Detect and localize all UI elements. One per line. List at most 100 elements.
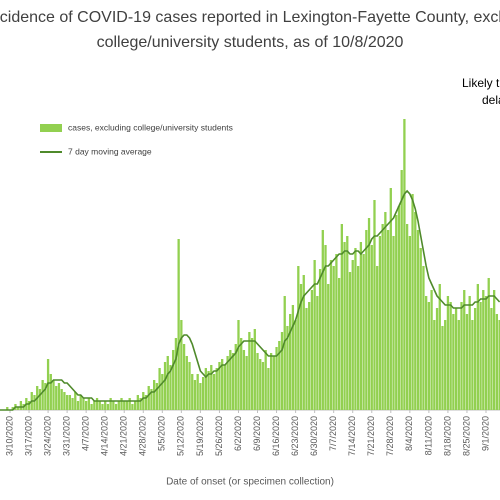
bar <box>473 308 477 410</box>
bar <box>44 383 47 410</box>
bar <box>359 242 363 410</box>
bar <box>280 332 284 410</box>
bar <box>425 296 428 410</box>
x-tick-label: 9/1/2020 <box>480 416 490 451</box>
bar <box>242 350 246 410</box>
bar <box>337 278 341 410</box>
x-tick-label: 6/16/2020 <box>271 416 281 456</box>
bar <box>346 236 349 410</box>
bar <box>378 236 382 410</box>
bar <box>362 254 365 410</box>
bar <box>191 374 194 410</box>
x-tick-label: 3/17/2020 <box>23 416 33 456</box>
bar <box>87 398 91 410</box>
bar <box>19 401 23 410</box>
bar <box>487 278 490 410</box>
x-tick-label: 7/7/2020 <box>328 416 338 451</box>
x-tick-label: 7/14/2020 <box>347 416 357 456</box>
bar <box>33 395 36 410</box>
bar <box>269 353 273 410</box>
x-tick-label: 5/12/2020 <box>176 416 186 456</box>
bar <box>419 248 422 410</box>
bar <box>6 407 9 410</box>
moving-average-line <box>0 189 500 411</box>
x-tick-label: 4/28/2020 <box>138 416 148 456</box>
bar <box>76 401 80 410</box>
bar <box>161 374 164 410</box>
bar <box>463 290 466 410</box>
bar <box>299 284 303 410</box>
bar <box>155 383 159 410</box>
bar <box>139 398 142 410</box>
bar <box>172 350 175 410</box>
bar <box>85 401 88 410</box>
bar <box>226 356 229 410</box>
bar <box>27 401 31 410</box>
bar <box>123 401 126 410</box>
bar <box>117 401 120 410</box>
bar <box>395 215 398 410</box>
bar <box>433 320 436 410</box>
bar <box>210 365 213 410</box>
x-tick-label: 8/25/2020 <box>461 416 471 456</box>
bar <box>427 302 431 410</box>
bar <box>441 326 444 410</box>
bar <box>207 371 210 410</box>
chart-title: aily incidence of COVID-19 cases reporte… <box>0 9 500 26</box>
bar <box>180 320 183 410</box>
bar <box>479 302 482 410</box>
bar <box>471 320 474 410</box>
bar <box>310 290 314 410</box>
bar <box>294 320 297 410</box>
x-axis-label: Date of onset (or specimen collection) <box>166 477 334 488</box>
bar <box>68 395 71 410</box>
bar <box>256 353 259 410</box>
bar <box>264 350 267 410</box>
bar <box>221 359 224 410</box>
bar <box>114 404 118 410</box>
bar <box>321 230 324 410</box>
x-tick-label: 6/2/2020 <box>233 416 243 451</box>
bar <box>63 392 66 410</box>
bar <box>133 401 137 410</box>
bar <box>414 212 417 410</box>
bar <box>49 374 52 410</box>
bar <box>174 338 178 410</box>
bar <box>416 230 420 410</box>
x-tick-label: 5/26/2020 <box>214 416 224 456</box>
bar <box>177 239 180 410</box>
bar <box>267 368 270 410</box>
bar <box>490 308 493 410</box>
bar <box>275 347 278 410</box>
bar <box>223 365 227 410</box>
bar <box>188 362 191 410</box>
x-tick-label: 8/11/2020 <box>423 416 433 455</box>
bar <box>465 314 469 410</box>
bar <box>131 404 134 410</box>
bar <box>278 341 281 410</box>
bar <box>240 338 243 410</box>
bar <box>397 206 401 410</box>
x-tick-label: 3/10/2020 <box>4 416 14 456</box>
bar <box>201 377 205 410</box>
x-tick-label: 3/24/2020 <box>42 416 52 456</box>
bar <box>376 266 379 410</box>
x-tick-label: 8/4/2020 <box>404 416 414 451</box>
bar <box>430 290 433 410</box>
bar <box>302 275 305 410</box>
bar <box>38 389 42 410</box>
bar <box>82 398 85 410</box>
bar <box>215 368 218 410</box>
bar <box>185 356 188 410</box>
bar <box>316 296 319 410</box>
bar <box>351 260 354 410</box>
bar <box>144 395 148 410</box>
bar <box>248 332 251 410</box>
bar <box>142 392 145 410</box>
bar <box>324 245 327 410</box>
x-tick-label: 6/30/2020 <box>309 416 319 456</box>
bar <box>182 344 186 410</box>
bar <box>150 389 153 410</box>
x-tick-label: 7/21/2020 <box>366 416 376 456</box>
